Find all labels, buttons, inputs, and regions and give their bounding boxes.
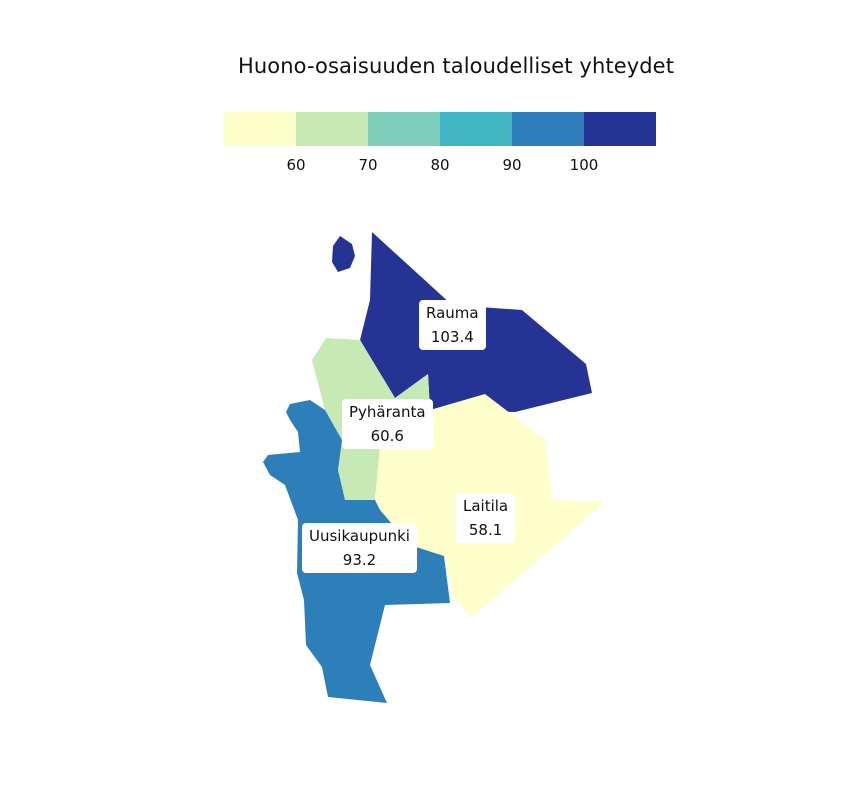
- legend-swatch: [584, 112, 656, 146]
- label-uusikaupunki: Uusikaupunki 93.2: [302, 523, 417, 573]
- legend-swatch: [512, 112, 584, 146]
- legend-tick-label: 60: [286, 156, 305, 174]
- region-name: Pyhäranta: [349, 403, 426, 421]
- color-legend: 60 70 80 90 100: [224, 112, 656, 174]
- region-value: 93.2: [342, 551, 377, 569]
- region-name: Laitila: [463, 497, 509, 515]
- label-laitila: Laitila 58.1: [456, 493, 516, 543]
- legend-tick-label: 100: [570, 156, 599, 174]
- region-value: 103.4: [430, 328, 474, 346]
- region-name: Rauma: [426, 304, 479, 322]
- map-title: Huono-osaisuuden taloudelliset yhteydet: [237, 54, 675, 78]
- legend-tick-label: 90: [502, 156, 521, 174]
- legend-swatch: [296, 112, 368, 146]
- region-name: Uusikaupunki: [309, 527, 410, 545]
- legend-tick-label: 70: [358, 156, 377, 174]
- legend-swatch: [224, 112, 296, 146]
- legend-tick-label: 80: [430, 156, 449, 174]
- label-rauma: Rauma 103.4: [419, 300, 486, 350]
- region-value: 58.1: [468, 521, 503, 539]
- label-pyharanta: Pyhäranta 60.6: [342, 399, 433, 449]
- legend-swatch: [440, 112, 512, 146]
- region-value: 60.6: [370, 427, 404, 445]
- legend-swatch: [368, 112, 440, 146]
